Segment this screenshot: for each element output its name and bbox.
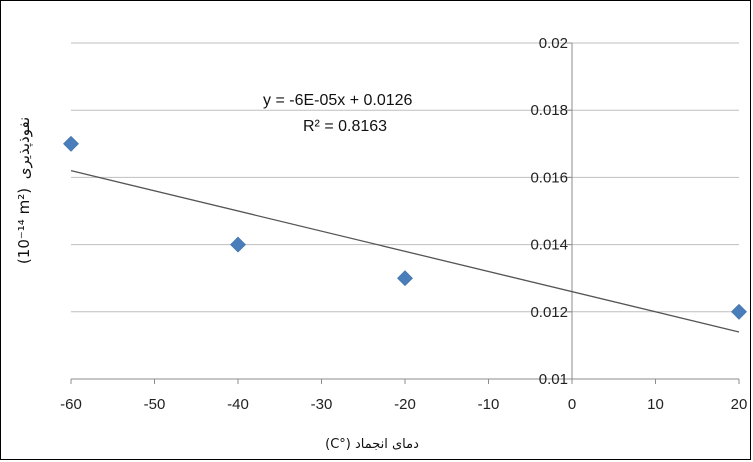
y-tick-label: 0.014 [530, 237, 568, 254]
y-tick-label: 0.016 [530, 169, 568, 186]
data-point [397, 270, 413, 287]
y-tick-label: 0.018 [530, 102, 568, 119]
y-tick-label: 0.012 [530, 304, 568, 321]
x-tick-label: -20 [394, 396, 416, 413]
x-tick-label: -10 [478, 396, 500, 413]
r-squared-label: R² = 0.8163 [303, 118, 387, 135]
x-tick-label: -50 [144, 396, 166, 413]
y-axis-title-group: (10⁻¹⁴ m²) نفوذپذیری [15, 117, 34, 264]
y-tick-label: 0.02 [539, 35, 568, 52]
trendline [70, 170, 740, 333]
data-points [63, 135, 747, 320]
data-point [230, 236, 246, 253]
axes [70, 42, 740, 384]
x-tick-label: 10 [647, 396, 664, 413]
x-tick-labels: -60 -50 -40 -30 -20 -10 0 10 20 [60, 396, 747, 413]
y-axis-title-unit: (10⁻¹⁴ m²) [15, 188, 33, 264]
y-tick-labels: 0.01 0.012 0.014 0.016 0.018 0.02 [530, 35, 568, 388]
y-axis-title: نفوذپذیری [15, 117, 34, 179]
data-point [731, 303, 747, 320]
x-tick-label: -40 [227, 396, 249, 413]
x-tick-label: -60 [60, 396, 82, 413]
grid-lines [71, 42, 739, 313]
y-tick-label: 0.01 [539, 371, 568, 388]
x-tick-label: -30 [311, 396, 333, 413]
data-point [63, 135, 79, 152]
trendline-group [70, 170, 740, 333]
x-axis-title: دمای انجماد (°C) [325, 437, 419, 452]
x-tick-label: 20 [731, 396, 748, 413]
trendline-equation: y = -6E-05x + 0.0126 [263, 92, 413, 109]
x-tick-label: 0 [568, 396, 576, 413]
